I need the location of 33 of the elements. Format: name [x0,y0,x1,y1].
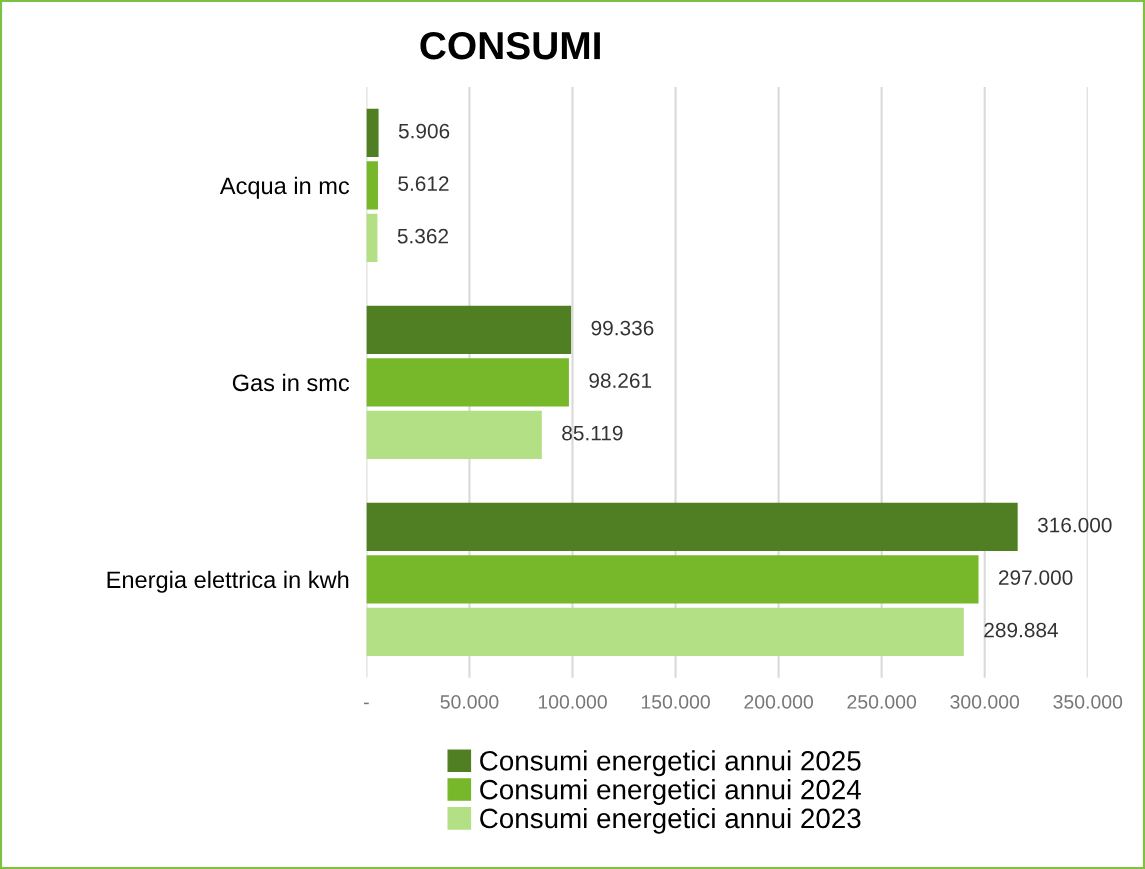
bar [366,555,979,604]
legend-label: Consumi energetici annui 2024 [480,779,861,805]
bar [366,410,542,460]
data-label: 5.362 [397,228,448,244]
x-tick-label: 250.000 [847,695,917,709]
data-label: 297.000 [999,570,1073,585]
bar [366,358,569,407]
y-tick-label: Acqua in mc [219,176,350,199]
chart-title: CONSUMI [420,31,600,60]
x-tick-label: 100.000 [538,695,607,709]
x-tick-label: 300.000 [950,695,1020,709]
y-tick-label: Energia elettrica in kwh [107,570,349,593]
data-label: 5.906 [398,123,450,139]
x-tick-label: 350.000 [1053,695,1123,709]
bar [366,161,378,210]
bar [366,502,1018,551]
data-label: 98.261 [589,373,652,388]
bar [366,607,964,657]
data-label: 5.612 [398,176,449,191]
x-tick-label: 200.000 [744,695,813,709]
data-label: 85.119 [562,425,623,441]
data-label: 99.336 [591,320,654,336]
bar [366,108,379,158]
data-label: 289.884 [984,622,1058,638]
x-tick-label: 150.000 [641,695,710,709]
x-tick-label: - [364,702,369,705]
x-tick-label: 50.000 [440,695,499,709]
legend-label: Consumi energetici annui 2023 [480,807,861,834]
data-label: 316.000 [1037,517,1112,533]
y-tick-label: Gas in smc [232,373,350,392]
bar [366,213,378,263]
bar [366,305,572,354]
legend-label: Consumi energetici annui 2025 [480,750,861,777]
